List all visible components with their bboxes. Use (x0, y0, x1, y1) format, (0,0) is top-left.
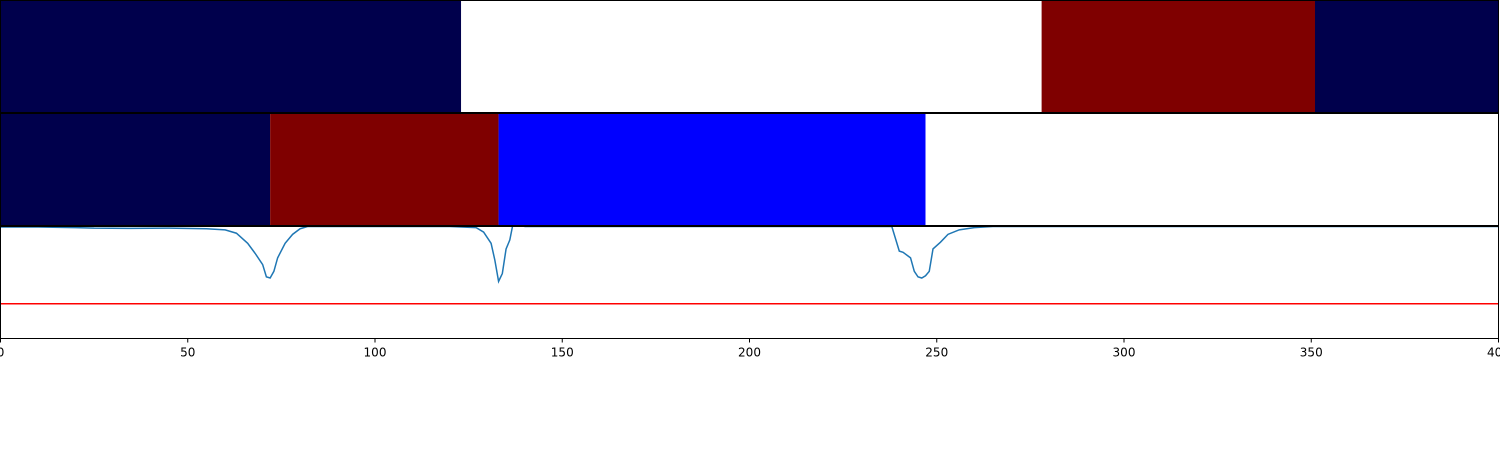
x-tick-label: 400 (1487, 345, 1500, 359)
x-tick-label: 100 (364, 345, 387, 359)
x-tick-label: 300 (1113, 345, 1136, 359)
segment (925, 113, 1499, 226)
panel-frame (0, 226, 1499, 339)
panel (0, 0, 1499, 113)
panel: 0 50 100 150 200 250 300 350 400 (0, 226, 1500, 359)
x-tick-label: 200 (738, 345, 761, 359)
panel (0, 113, 1499, 226)
segment (270, 113, 499, 226)
segment (0, 0, 462, 113)
panel-frame (0, 113, 1499, 226)
x-tick-label: 350 (1300, 345, 1323, 359)
panel-frame (0, 0, 1499, 113)
segment (1041, 0, 1315, 113)
segment (461, 0, 1042, 113)
x-tick-label: 0 (0, 345, 4, 359)
segment (1314, 0, 1499, 113)
segment (498, 113, 926, 226)
line (0, 226, 1499, 284)
x-tick-label: 250 (925, 345, 948, 359)
segment (0, 113, 271, 226)
x-tick-label: 50 (180, 345, 195, 359)
plot-area (0, 226, 1499, 305)
x-tick-label: 150 (551, 345, 574, 359)
